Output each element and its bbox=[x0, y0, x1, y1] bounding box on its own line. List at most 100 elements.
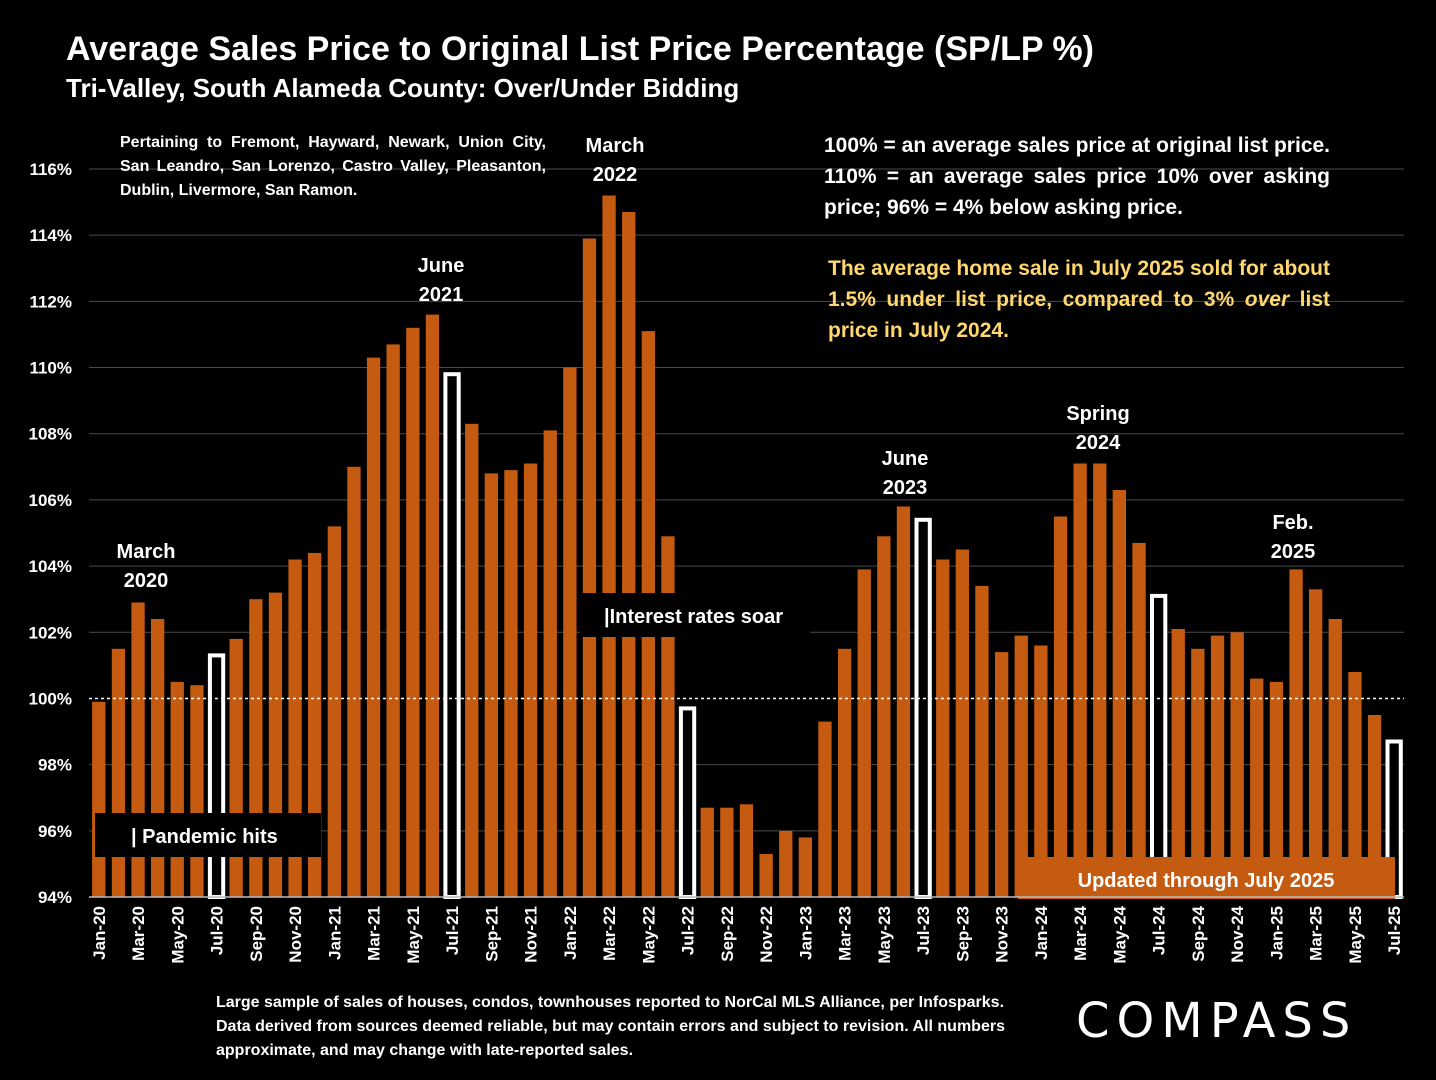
y-tick-label: 102% bbox=[29, 623, 72, 642]
highlight-text-end: list price in July 2024. bbox=[828, 288, 1330, 342]
bar bbox=[779, 830, 793, 897]
bar bbox=[896, 506, 911, 897]
bar bbox=[1367, 715, 1382, 897]
source-footnote: Large sample of sales of houses, condos,… bbox=[216, 994, 1005, 1059]
bar bbox=[818, 721, 832, 897]
x-tick-label: May-24 bbox=[1110, 905, 1129, 963]
chart-title: Average Sales Price to Original List Pri… bbox=[66, 30, 1094, 68]
x-tick-label: Jan-22 bbox=[561, 906, 580, 960]
bar bbox=[1250, 678, 1264, 897]
annotation-line: 2024 bbox=[1075, 432, 1121, 454]
bar bbox=[1014, 635, 1028, 897]
x-tick-label: Nov-20 bbox=[286, 906, 305, 963]
bar bbox=[1348, 672, 1362, 897]
bar bbox=[582, 238, 597, 897]
x-tick-label: Jul-25 bbox=[1385, 906, 1404, 955]
x-tick-label: Mar-21 bbox=[365, 906, 384, 961]
bars bbox=[92, 195, 1403, 900]
x-tick-label: Nov-22 bbox=[757, 906, 776, 963]
y-tick-label: 98% bbox=[38, 756, 72, 775]
highlight-note: The average home sale in July 2025 sold … bbox=[828, 253, 1330, 346]
x-tick-label: Jul-21 bbox=[443, 906, 462, 955]
bar bbox=[92, 701, 106, 897]
bar bbox=[798, 837, 812, 897]
bar bbox=[661, 536, 675, 897]
bar bbox=[190, 685, 204, 897]
x-tick-label: Sep-21 bbox=[482, 906, 501, 962]
bar bbox=[543, 430, 557, 897]
bar bbox=[563, 367, 577, 897]
bar bbox=[327, 526, 341, 897]
updated-label: Updated through July 2025 bbox=[1078, 870, 1335, 892]
bar bbox=[170, 681, 184, 897]
bar bbox=[1269, 681, 1284, 897]
y-tick-label: 106% bbox=[29, 491, 72, 510]
bar bbox=[484, 473, 498, 897]
annotation-june-2021: June 2021 bbox=[391, 252, 491, 310]
bar bbox=[1073, 463, 1087, 897]
y-tick-label: 116% bbox=[29, 160, 72, 179]
annotation-line: Spring bbox=[1066, 403, 1130, 425]
annotation-line: March bbox=[585, 135, 645, 157]
x-tick-label: Sep-23 bbox=[953, 906, 972, 962]
compass-logo: COMPASS bbox=[1076, 993, 1358, 1049]
bar bbox=[1191, 648, 1205, 897]
rates-label: |Interest rates soar bbox=[604, 606, 783, 628]
bar bbox=[1093, 463, 1107, 897]
x-tick-label: Nov-21 bbox=[522, 906, 541, 963]
chart-subtitle: Tri-Valley, South Alameda County: Over/U… bbox=[66, 73, 740, 103]
x-tick-label: May-23 bbox=[875, 906, 894, 964]
annotation-march-2022: March 2022 bbox=[565, 132, 665, 190]
x-tick-label: Jan-23 bbox=[796, 906, 815, 960]
x-tick-label: Jan-20 bbox=[90, 906, 109, 960]
bar bbox=[838, 648, 852, 897]
x-tick-label: Mar-25 bbox=[1307, 906, 1326, 961]
bar bbox=[308, 552, 322, 897]
bar-highlighted bbox=[443, 372, 461, 899]
bar-highlighted bbox=[678, 706, 697, 900]
highlight-text: The average home sale in July 2025 sold … bbox=[828, 257, 1330, 311]
bar bbox=[857, 569, 871, 897]
bar bbox=[288, 559, 302, 897]
bar bbox=[877, 536, 891, 897]
y-tick-label: 94% bbox=[38, 888, 72, 907]
x-tick-label: Jul-24 bbox=[1150, 905, 1169, 955]
bar bbox=[386, 344, 400, 897]
bar bbox=[1053, 516, 1068, 897]
updated-box bbox=[1018, 857, 1395, 899]
x-tick-label: Sep-22 bbox=[718, 906, 737, 962]
bar bbox=[1210, 635, 1225, 897]
bar-highlighted bbox=[1150, 593, 1168, 900]
annotation-line: Feb. bbox=[1272, 512, 1314, 534]
x-tick-label: Jan-25 bbox=[1267, 906, 1286, 960]
bar bbox=[1112, 490, 1126, 897]
bar bbox=[1289, 569, 1303, 897]
x-tick-label: Jul-23 bbox=[914, 906, 933, 955]
bar bbox=[759, 854, 773, 897]
bar-highlighted bbox=[207, 653, 226, 900]
y-tick-label: 108% bbox=[29, 425, 72, 444]
bar bbox=[523, 463, 538, 897]
bar bbox=[995, 652, 1009, 897]
y-tick-label: 112% bbox=[29, 292, 72, 311]
bar bbox=[975, 585, 989, 897]
bar bbox=[1171, 629, 1185, 897]
bar bbox=[465, 423, 479, 897]
annotation-line: June bbox=[881, 448, 929, 470]
x-tick-label: May-20 bbox=[168, 906, 187, 964]
annotation-line: 2020 bbox=[123, 570, 169, 592]
annotation-boxes: | Pandemic hits |Interest rates soar Upd… bbox=[95, 593, 1395, 899]
cities-note: Pertaining to Fremont, Hayward, Newark, … bbox=[120, 134, 546, 199]
x-axis-ticks: Jan-20 Mar-20 May-20 Jul-20 Sep-20 Nov-20 Jan-… bbox=[90, 905, 1404, 963]
y-tick-label: 114% bbox=[29, 226, 72, 245]
bar bbox=[1230, 632, 1244, 897]
annotation-line: 2021 bbox=[418, 284, 464, 306]
bar bbox=[406, 327, 420, 897]
pandemic-label: | Pandemic hits bbox=[131, 826, 278, 848]
x-tick-label: May-21 bbox=[404, 906, 423, 964]
annotation-feb-2025: Feb. 2025 bbox=[1243, 509, 1343, 567]
bar bbox=[1309, 589, 1323, 897]
bar bbox=[622, 212, 636, 897]
x-tick-label: Sep-24 bbox=[1189, 905, 1208, 961]
